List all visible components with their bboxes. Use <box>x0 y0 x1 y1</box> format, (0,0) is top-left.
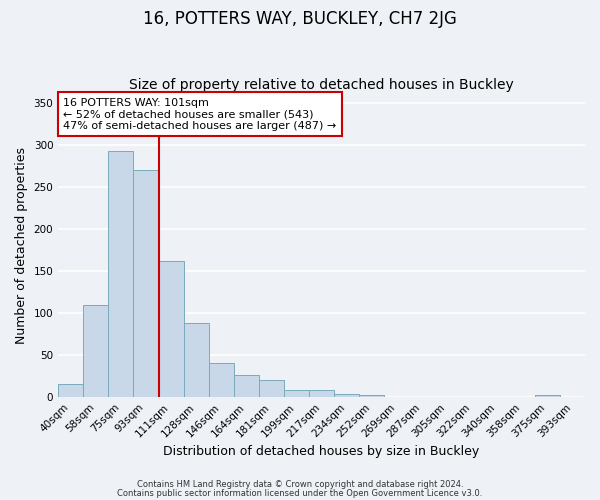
Bar <box>83 304 109 397</box>
Bar <box>133 170 158 397</box>
Bar <box>259 380 284 397</box>
Text: Contains public sector information licensed under the Open Government Licence v3: Contains public sector information licen… <box>118 488 482 498</box>
X-axis label: Distribution of detached houses by size in Buckley: Distribution of detached houses by size … <box>163 444 480 458</box>
Text: Contains HM Land Registry data © Crown copyright and database right 2024.: Contains HM Land Registry data © Crown c… <box>137 480 463 489</box>
Bar <box>234 376 259 397</box>
Bar <box>58 384 83 397</box>
Bar <box>535 394 560 397</box>
Bar <box>309 390 334 397</box>
Y-axis label: Number of detached properties: Number of detached properties <box>15 148 28 344</box>
Text: 16 POTTERS WAY: 101sqm
← 52% of detached houses are smaller (543)
47% of semi-de: 16 POTTERS WAY: 101sqm ← 52% of detached… <box>64 98 337 131</box>
Text: 16, POTTERS WAY, BUCKLEY, CH7 2JG: 16, POTTERS WAY, BUCKLEY, CH7 2JG <box>143 10 457 28</box>
Bar <box>209 363 234 397</box>
Bar <box>284 390 309 397</box>
Bar <box>334 394 359 397</box>
Bar <box>109 151 133 397</box>
Bar <box>184 323 209 397</box>
Title: Size of property relative to detached houses in Buckley: Size of property relative to detached ho… <box>129 78 514 92</box>
Bar <box>359 394 385 397</box>
Bar <box>158 261 184 397</box>
